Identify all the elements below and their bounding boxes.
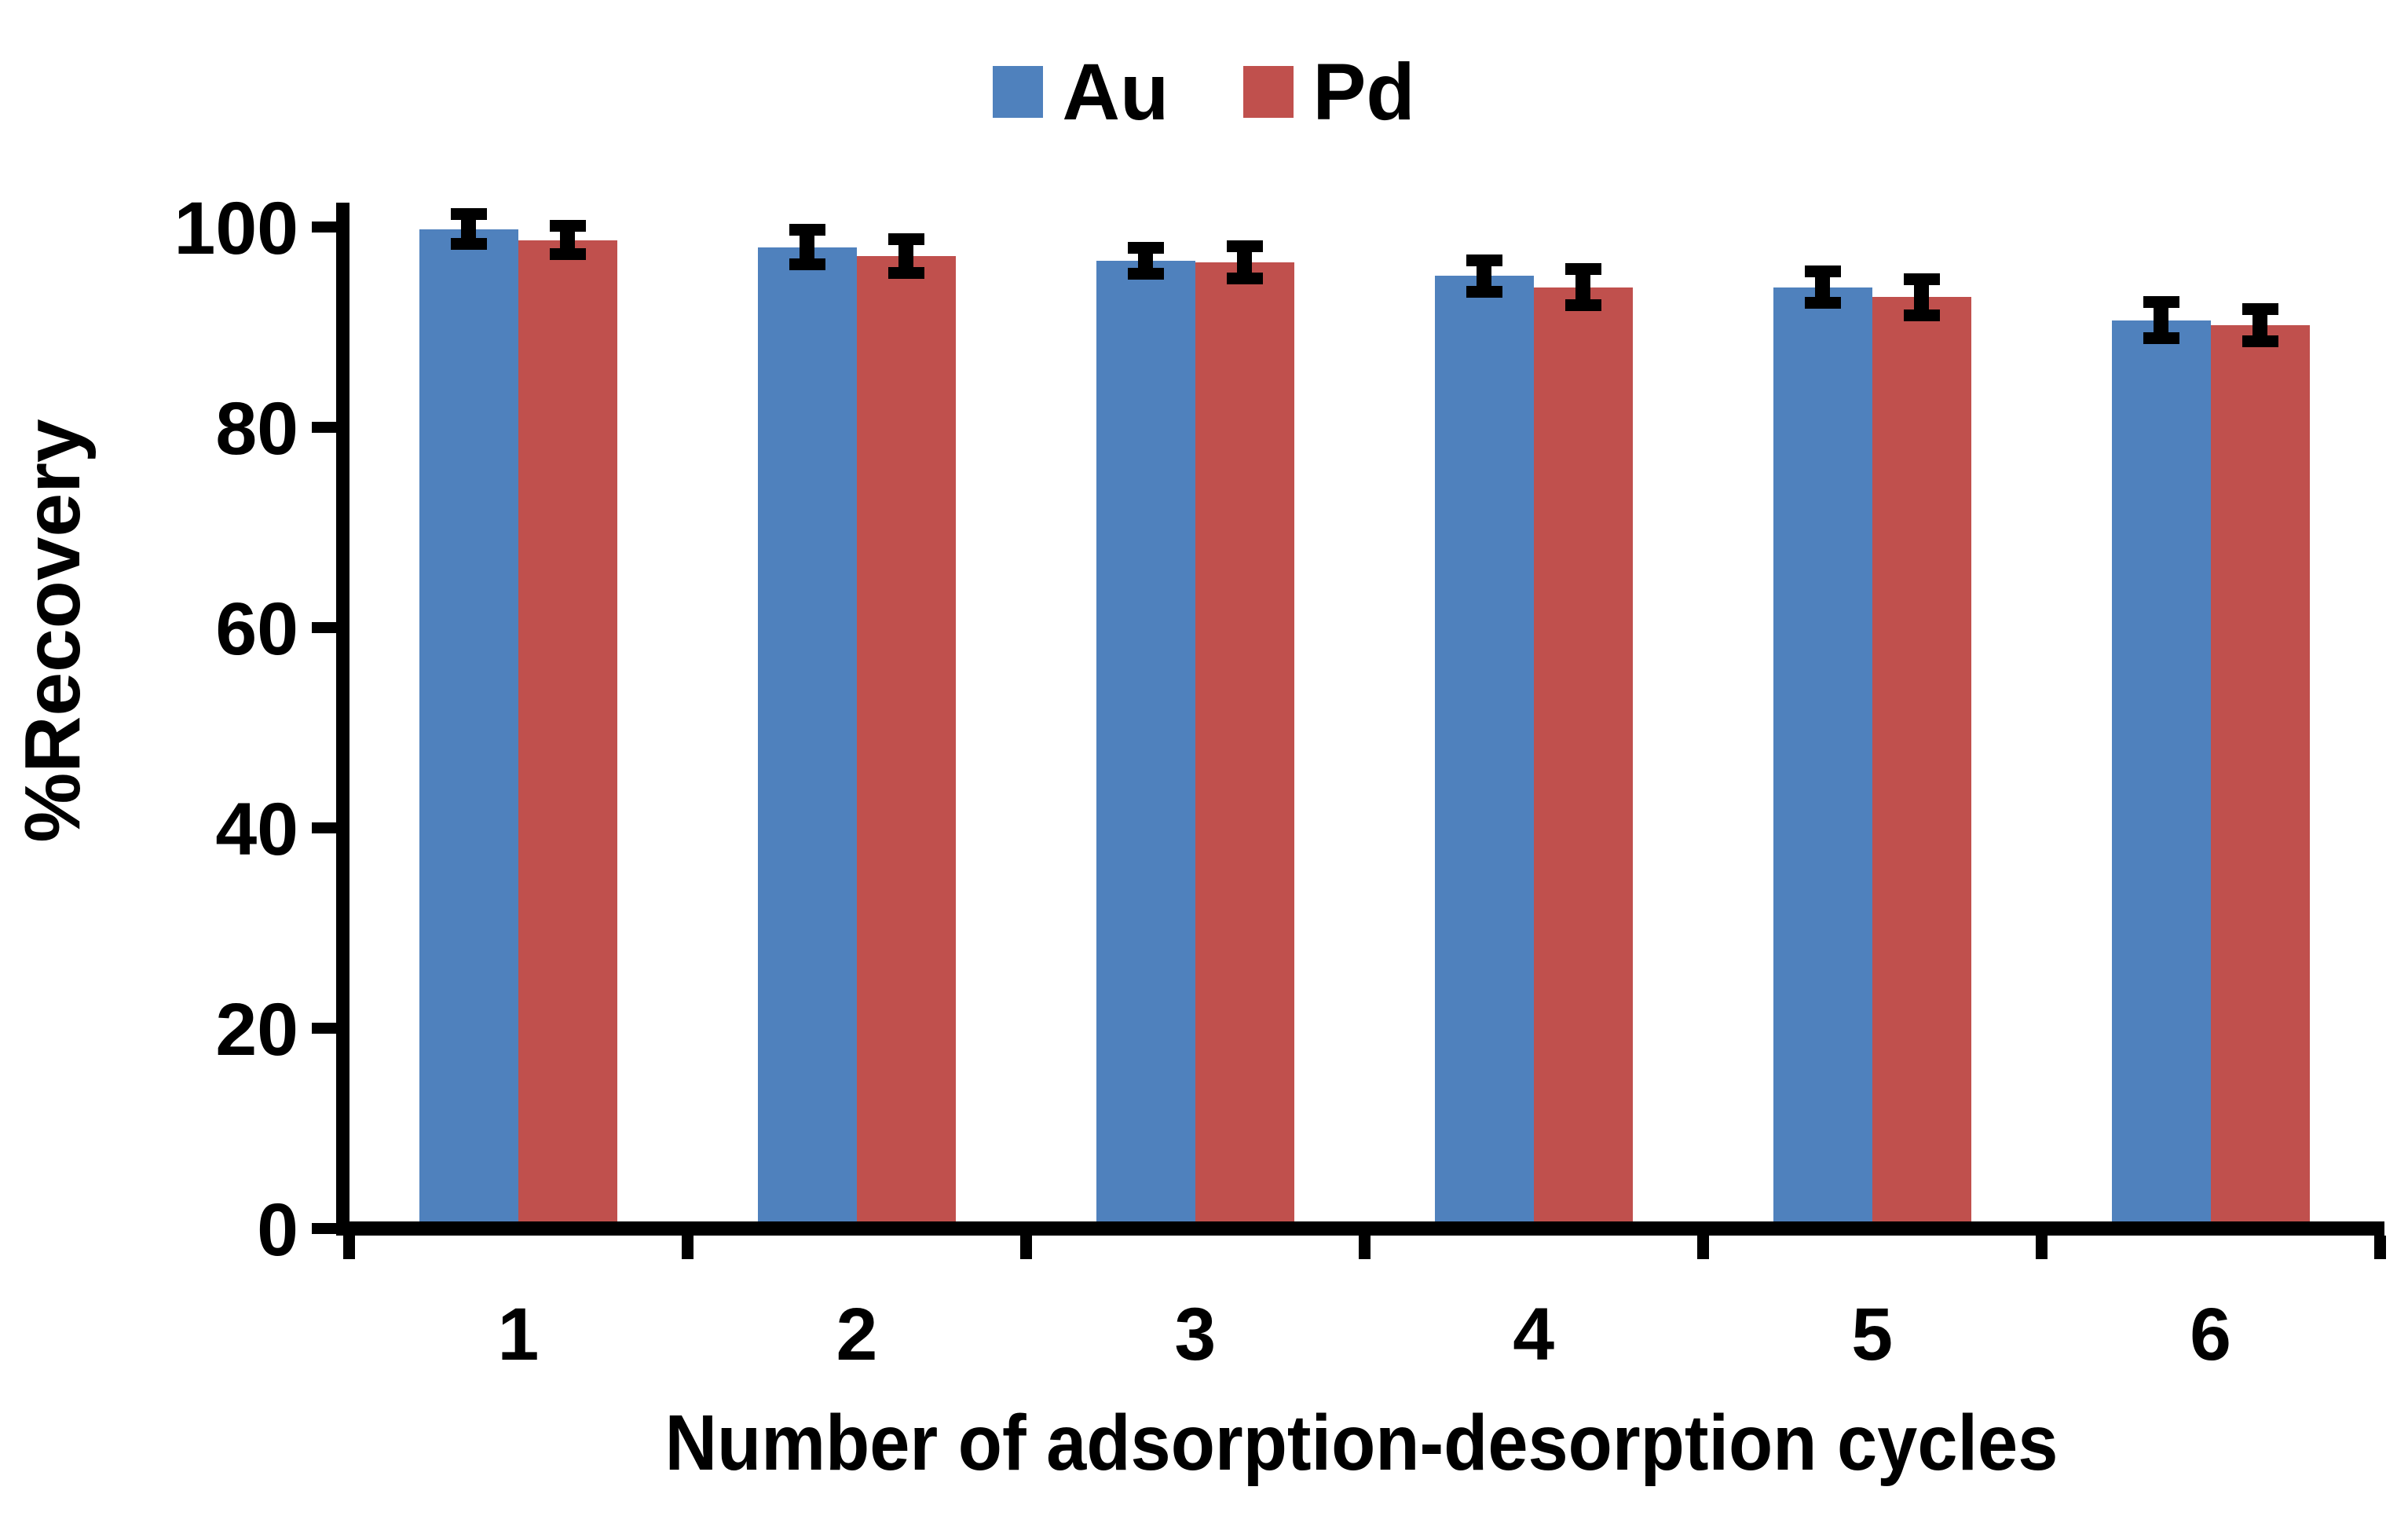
- bar-pd-4: [1533, 287, 1633, 1236]
- bar-au-3: [1096, 261, 1195, 1236]
- x-category-label: 1: [497, 1293, 540, 1376]
- x-tick: [2373, 1236, 2386, 1259]
- x-category-label: 3: [1174, 1293, 1217, 1376]
- y-tick: [312, 622, 336, 633]
- legend-item-pd: Pd: [1243, 47, 1415, 137]
- x-tick: [1019, 1236, 1032, 1259]
- error-cap-top-pd-4: [1564, 263, 1601, 276]
- error-cap-bottom-pd-3: [1226, 272, 1263, 284]
- x-category-label: 2: [836, 1293, 878, 1376]
- legend-item-au: Au: [993, 52, 1169, 132]
- y-tick: [312, 222, 336, 233]
- error-cap-top-pd-3: [1226, 240, 1263, 252]
- legend-label-au: Au: [1062, 47, 1169, 137]
- error-cap-bottom-au-3: [1127, 268, 1164, 280]
- y-tick: [312, 422, 336, 433]
- error-cap-top-au-1: [450, 207, 487, 220]
- y-tick-label: 40: [215, 788, 298, 871]
- bar-au-6: [2111, 320, 2211, 1236]
- error-cap-bottom-au-5: [1804, 297, 1841, 309]
- error-cap-top-au-2: [789, 224, 825, 236]
- bar-pd-5: [1872, 297, 1971, 1236]
- error-cap-bottom-au-1: [450, 238, 487, 251]
- x-tick: [1358, 1236, 1371, 1259]
- error-cap-top-au-5: [1804, 265, 1841, 277]
- bar-au-4: [1434, 276, 1534, 1236]
- y-tick: [312, 1023, 336, 1034]
- error-cap-top-au-3: [1127, 242, 1164, 254]
- legend-label-pd: Pd: [1312, 47, 1415, 137]
- error-cap-bottom-au-2: [789, 258, 825, 270]
- bar-pd-2: [856, 255, 956, 1236]
- x-tick: [2035, 1236, 2048, 1259]
- error-stem-au-3: [1138, 247, 1154, 274]
- x-category-label: 4: [1513, 1293, 1555, 1376]
- error-stem-pd-3: [1237, 246, 1253, 279]
- bar-pd-1: [518, 240, 617, 1236]
- y-tick-label: 80: [215, 387, 298, 471]
- bar-au-5: [1773, 287, 1872, 1236]
- error-cap-bottom-pd-4: [1564, 298, 1601, 311]
- error-stem-au-6: [2154, 302, 2169, 339]
- x-tick: [343, 1236, 355, 1259]
- x-axis-line: [336, 1221, 2384, 1236]
- x-tick: [1696, 1236, 1709, 1259]
- error-stem-pd-6: [2252, 309, 2268, 342]
- error-cap-bottom-pd-2: [887, 267, 924, 280]
- error-stem-au-1: [461, 214, 477, 244]
- y-tick: [312, 822, 336, 833]
- error-cap-top-au-6: [2143, 296, 2179, 309]
- y-tick: [312, 1223, 336, 1234]
- error-cap-top-pd-5: [1903, 273, 1940, 285]
- error-cap-bottom-pd-1: [549, 247, 586, 260]
- error-cap-top-pd-6: [2241, 303, 2278, 316]
- y-tick-label: 100: [174, 187, 298, 270]
- legend-swatch-au: [993, 66, 1044, 118]
- bar-au-2: [757, 247, 857, 1236]
- error-stem-pd-4: [1575, 269, 1591, 306]
- error-cap-bottom-pd-5: [1903, 309, 1940, 321]
- y-tick-label: 0: [257, 1188, 298, 1272]
- chart-legend: Au Pd: [0, 52, 2408, 132]
- legend-swatch-pd: [1243, 66, 1294, 118]
- error-cap-top-au-4: [1466, 254, 1502, 266]
- error-stem-pd-2: [898, 239, 914, 273]
- x-category-label: 5: [1851, 1293, 1894, 1376]
- bar-pd-3: [1195, 262, 1294, 1236]
- error-stem-pd-1: [560, 225, 576, 254]
- error-stem-au-2: [800, 229, 815, 265]
- error-stem-au-4: [1477, 260, 1492, 292]
- y-tick-label: 20: [215, 988, 298, 1071]
- error-cap-bottom-pd-6: [2241, 335, 2278, 347]
- error-cap-top-pd-1: [549, 220, 586, 233]
- y-tick-label: 60: [215, 588, 298, 671]
- bar-pd-6: [2210, 324, 2310, 1236]
- error-stem-pd-5: [1914, 279, 1930, 316]
- error-stem-au-5: [1815, 271, 1831, 303]
- bar-au-1: [419, 229, 518, 1236]
- error-cap-bottom-au-4: [1466, 286, 1502, 298]
- error-cap-bottom-au-6: [2143, 332, 2179, 345]
- error-cap-top-pd-2: [887, 233, 924, 245]
- y-axis-line: [336, 203, 349, 1236]
- x-category-label: 6: [2190, 1293, 2231, 1376]
- x-tick: [681, 1236, 693, 1259]
- x-axis-title: Number of adsorption-desorption cycles: [664, 1399, 2059, 1487]
